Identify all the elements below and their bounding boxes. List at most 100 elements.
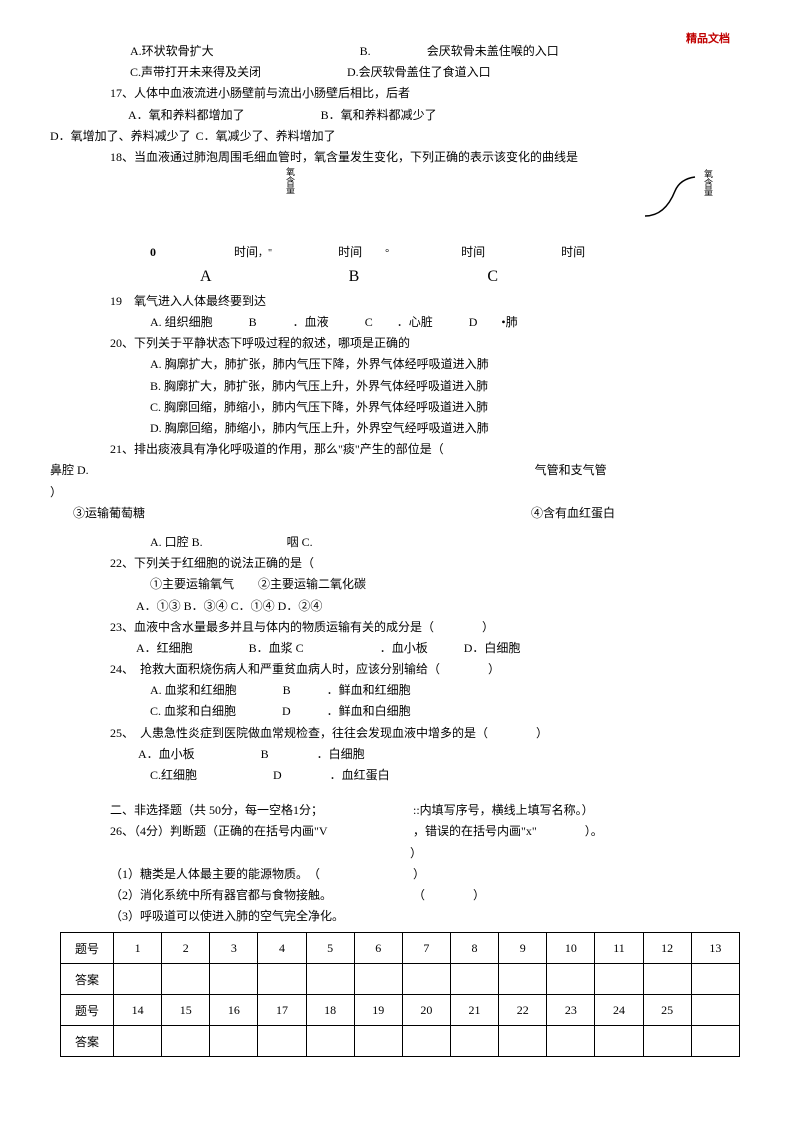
cell[interactable]	[643, 1026, 691, 1057]
cell[interactable]	[114, 1026, 162, 1057]
cell[interactable]	[354, 964, 402, 995]
cell[interactable]	[450, 964, 498, 995]
sec2-s1: （1）糖类是人体最主要的能源物质。 （	[110, 865, 410, 884]
cell: 8	[450, 933, 498, 964]
q21-row: 鼻腔 D. 气管和支气管	[50, 461, 750, 480]
label-b: B	[349, 268, 360, 285]
cell[interactable]	[306, 1026, 354, 1057]
cell[interactable]	[258, 964, 306, 995]
curve-d	[640, 171, 700, 221]
cell: 1	[114, 933, 162, 964]
q25-d: D ．血红蛋白	[273, 768, 390, 782]
cell: 5	[306, 933, 354, 964]
q21-optrow: A. 口腔 B. 咽 C.	[50, 533, 750, 552]
q20-c: C. 胸廓回缩，肺缩小，肺内气压下降，外界气体经呼吸道进入肺	[50, 398, 750, 417]
cell: 3	[210, 933, 258, 964]
q17-b: B．氧和养料都减少了	[321, 108, 437, 122]
x3: 时间	[461, 245, 485, 259]
q21-stem: 21、排出痰液具有净化呼吸道的作用，那么"痰"产生的部位是（	[50, 440, 750, 459]
q16-b: B.	[360, 44, 371, 58]
q16-b-text: 会厌软骨未盖住喉的入口	[427, 44, 559, 58]
cell: 22	[499, 995, 547, 1026]
q19-b: B ．血液	[249, 315, 329, 329]
cell[interactable]	[306, 964, 354, 995]
q20-stem: 20、下列关于平静状态下呼吸过程的叙述，哪项是正确的	[50, 334, 750, 353]
cell[interactable]	[691, 964, 739, 995]
cell[interactable]	[258, 1026, 306, 1057]
cell[interactable]	[595, 964, 643, 995]
q25-b: B ．白细胞	[261, 747, 365, 761]
q21-paren: ）	[50, 483, 750, 502]
q19-a: A. 组织细胞	[150, 315, 213, 329]
cell: 19	[354, 995, 402, 1026]
cell: 16	[210, 995, 258, 1026]
q16-row2: C.声带打开未来得及关闭 D.会厌软骨盖住了食道入口	[50, 63, 750, 82]
q20-d: D. 胸廓回缩，肺缩小，肺内气压上升，外界空气经呼吸道进入肺	[50, 419, 750, 438]
q16-c: C.声带打开未来得及关闭	[130, 65, 261, 79]
cell: 21	[450, 995, 498, 1026]
label-a: A	[200, 268, 211, 285]
y-label-right: 氧含量	[703, 169, 712, 196]
q21-right: 气管和支气管	[535, 463, 607, 477]
x4: 时间	[561, 245, 585, 259]
cell[interactable]	[499, 1026, 547, 1057]
cell: 11	[595, 933, 643, 964]
cell[interactable]	[499, 964, 547, 995]
sec2-p2: （ ）	[413, 888, 485, 902]
q19-c: C ．心脏	[365, 315, 433, 329]
q24-row2: C. 血浆和白细胞 D ．鲜血和白细胞	[50, 702, 750, 721]
table-row: 题号 1 2 3 4 5 6 7 8 9 10 11 12 13	[61, 933, 740, 964]
sec2-note2: ，错误的在括号内画"x" ）。	[413, 824, 603, 838]
cell: 6	[354, 933, 402, 964]
sec2-row2: 26、（4分）判断题（正确的在括号内画"V ，错误的在括号内画"x" ）。	[50, 822, 750, 841]
cell[interactable]	[595, 1026, 643, 1057]
sec2-title: 二、非选择题（共 50分，每一空格1分；	[110, 801, 410, 820]
sec2-s1-row: （1）糖类是人体最主要的能源物质。 （ ）	[50, 865, 750, 884]
q21-sub: ③运输葡萄糖 ④含有血红蛋白	[50, 504, 750, 523]
q23-b: B．血浆 C	[249, 641, 304, 655]
cell: 13	[691, 933, 739, 964]
cell: 7	[402, 933, 450, 964]
header-mark: 精品文档	[686, 30, 730, 46]
cell[interactable]	[547, 1026, 595, 1057]
label-c: C	[487, 268, 498, 285]
cell[interactable]	[547, 964, 595, 995]
ans-label-1: 答案	[61, 964, 114, 995]
cell[interactable]	[114, 964, 162, 995]
chart-labels: A B C	[50, 264, 750, 290]
cell[interactable]	[162, 1026, 210, 1057]
cell[interactable]	[691, 1026, 739, 1057]
cell[interactable]	[450, 1026, 498, 1057]
cell[interactable]	[210, 1026, 258, 1057]
sec2-p1: ）	[413, 867, 425, 881]
q23-a: A．红细胞	[136, 641, 193, 655]
sec2-s2: （2）消化系统中所有器官都与食物接触。	[110, 886, 410, 905]
cell: 24	[595, 995, 643, 1026]
cell: 25	[643, 995, 691, 1026]
q19-d: D •肺	[469, 315, 518, 329]
cell: 4	[258, 933, 306, 964]
cell[interactable]	[643, 964, 691, 995]
cell: 14	[114, 995, 162, 1026]
sec2-s2-row: （2）消化系统中所有器官都与食物接触。 （ ）	[50, 886, 750, 905]
q19-opts: A. 组织细胞 B ．血液 C ．心脏 D •肺	[50, 313, 750, 332]
q24-d: D ．鲜血和白细胞	[282, 704, 411, 718]
q18-stem: 18、当血液通过肺泡周围毛细血管时，氧含量发生变化，下列正确的表示该变化的曲线是	[50, 148, 750, 167]
cell[interactable]	[402, 964, 450, 995]
cell	[691, 995, 739, 1026]
y-label-1: 氧含量	[284, 167, 297, 194]
cell: 10	[547, 933, 595, 964]
ans-label-2: 答案	[61, 1026, 114, 1057]
cell[interactable]	[354, 1026, 402, 1057]
q21-o4: ④含有血红蛋白	[531, 506, 615, 520]
sec2-row1: 二、非选择题（共 50分，每一空格1分； ::内填写序号，横线上填写名称。）	[50, 801, 750, 820]
cell[interactable]	[210, 964, 258, 995]
cell[interactable]	[402, 1026, 450, 1057]
q19-stem: 19 氧气进入人体最终要到达	[50, 292, 750, 311]
q24-c: C. 血浆和白细胞	[150, 704, 236, 718]
q24-row1: A. 血浆和红细胞 B ．鲜血和红细胞	[50, 681, 750, 700]
q21-o3: ③运输葡萄糖	[73, 506, 145, 520]
q17-row2: D．氧增加了、养料减少了 C．氧减少了、养料增加了	[50, 127, 750, 146]
cell[interactable]	[162, 964, 210, 995]
cell: 23	[547, 995, 595, 1026]
